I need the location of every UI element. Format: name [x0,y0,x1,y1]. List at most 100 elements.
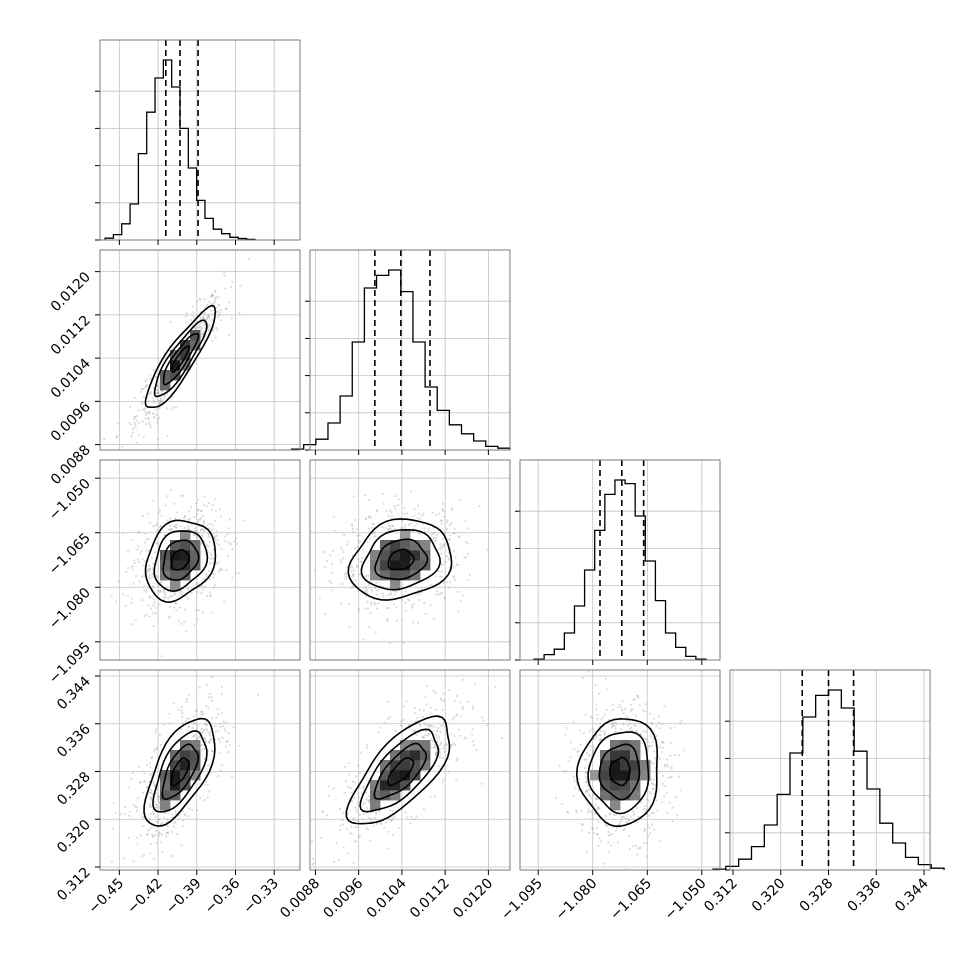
pair-3-2-point [579,743,582,746]
pair-3-2-point [669,754,672,758]
pair-3-0-density-cell [180,750,191,761]
pair-2-1-point [452,576,455,579]
pair-1-0-point [133,415,136,418]
pair-3-2-point [572,794,575,798]
pair-3-0-point [136,843,139,846]
pair-2-0-point [242,519,245,522]
pair-2-1-density-cell [390,560,401,571]
pair-1-0-point [152,368,155,372]
pair-2-1-density-cell [380,570,391,581]
pair-2-0-point [145,538,148,541]
pair-1-0-point [208,300,211,303]
hist-0-frame [99,39,301,241]
pair-2-0-point [132,582,135,585]
pair-2-0-point [209,552,212,555]
pair-3-0-point [227,732,230,735]
pair-2-1-point [433,531,436,534]
pair-2-0-point [213,572,216,576]
pair-2-1-point [450,508,453,512]
pair-1-0-point [166,434,169,437]
pair-3-1-frame [309,669,511,871]
pair-3-2-point [589,755,592,758]
pair-2-1-point [445,555,448,558]
pair-3-2-point [597,820,600,823]
pair-2-0-point [137,530,140,533]
pair-3-2-point [585,789,588,792]
pair-3-0-point [192,735,195,738]
x-tick-label-2-0: −1.095 [498,876,546,924]
pair-2-0-point [162,589,165,592]
pair-2-1-point [439,592,442,595]
pair-2-1-point [386,619,389,622]
pair-2-1-point [447,586,450,589]
pair-3-0-point [182,825,185,828]
pair-3-0-point [146,786,149,789]
pair-3-1-point [341,823,345,826]
pair-2-0-point [231,548,234,551]
pair-3-1-point [390,816,393,819]
pair-2-1-point [374,587,377,590]
pair-2-1-point [369,537,372,540]
pair-3-2-point [579,729,582,732]
pair-3-2-point [601,716,605,719]
pair-3-2-point [628,722,631,725]
pair-3-2-point [663,795,666,798]
pair-3-0-point [157,818,160,822]
pair-2-1-point [443,581,446,585]
pair-3-2-point [599,729,602,733]
pair-2-0-point [193,529,196,533]
pair-3-0-point [180,705,183,708]
pair-2-1-point [304,551,306,553]
pair-2-0-point [215,530,218,533]
pair-1-0-point [164,395,167,398]
pair-3-1-point [455,759,458,762]
pair-1-0-point [217,303,220,306]
pair-2-0-point [212,586,215,589]
pair-3-1-point [363,801,366,805]
pair-3-0-point [201,731,204,734]
pair-3-1-density-cell [410,750,421,761]
pair-3-1-point [356,802,359,805]
pair-2-1-point [412,621,415,624]
pair-2-0-point [214,497,217,500]
pair-3-1-point [451,718,454,721]
pair-3-1-point [357,796,360,799]
pair-1-0-point [207,314,210,318]
pair-3-2-point [679,789,682,792]
pair-2-1-point [353,569,356,572]
pair-3-2-point [658,840,661,843]
pair-2-0-point [142,564,146,567]
pair-2-0-point [193,527,197,530]
pair-3-2-point [569,756,572,759]
pair-2-0-point [183,620,186,623]
pair-3-1-point [455,714,458,717]
pair-2-1-point [440,522,443,526]
pair-3-1-point [365,747,368,750]
pair-3-1-point [441,781,444,784]
pair-2-1-point [452,565,455,569]
pair-1-0-point [135,419,138,422]
pair-3-2-point [658,770,661,774]
pair-3-0-point [155,841,159,845]
pair-1-0-point [225,307,228,311]
pair-1-0-point [143,407,146,410]
pair-3-2-point [622,828,625,832]
pair-3-0-point [139,834,142,837]
pair-3-0-point [181,810,185,813]
pair-2-1-point [371,523,374,526]
pair-3-0-point [172,825,176,828]
pair-1-0-point [140,387,144,390]
pair-1-0-point [207,315,210,318]
pair-3-0-point [159,743,162,747]
pair-3-0-point [168,712,171,715]
pair-2-1-point [456,563,459,566]
pair-3-0-point [200,710,203,713]
pair-3-1-density-cell [400,750,411,761]
pair-2-0-point [179,525,182,528]
pair-1-0-point [231,280,234,283]
pair-3-1-point [482,719,485,722]
pair-3-1-point [398,826,401,830]
pair-2-0-point [215,534,218,537]
pair-3-0-point [210,737,213,741]
pair-2-1-point [369,516,372,519]
